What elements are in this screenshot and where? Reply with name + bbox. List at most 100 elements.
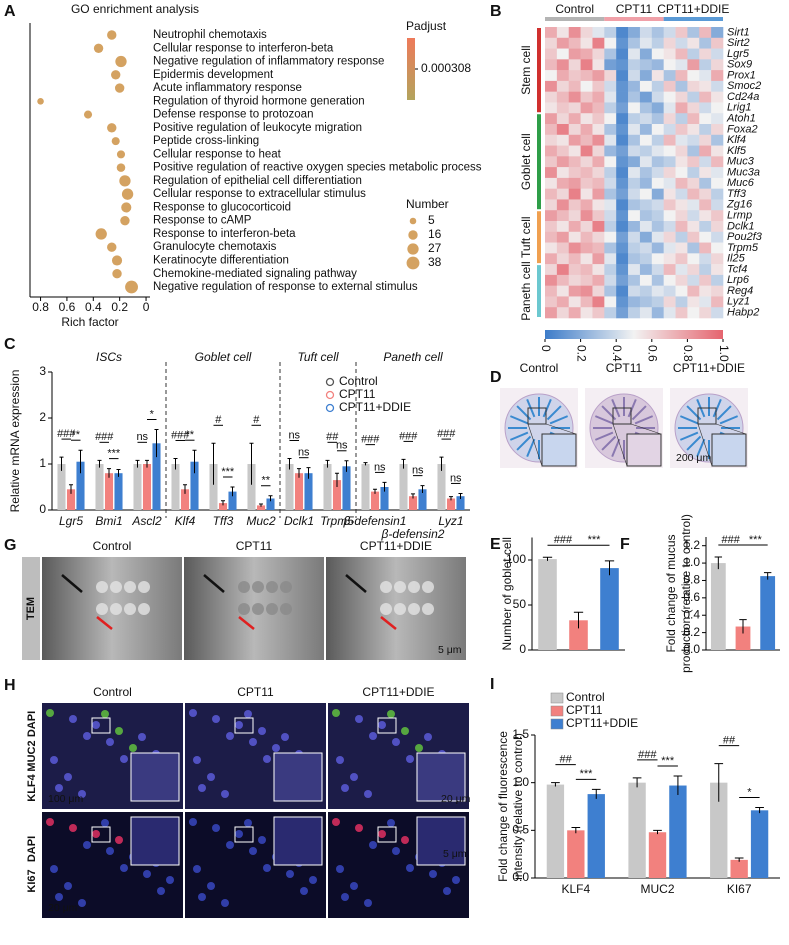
heatmap-cell [639, 27, 653, 39]
significance-label: ## [326, 431, 339, 443]
heatmap-cell [580, 199, 593, 211]
gene-label: Tcf4 [727, 263, 747, 275]
heatmap-cell [675, 188, 688, 200]
error-bar [182, 484, 188, 494]
term-label: Negative regulation of response to exter… [153, 281, 418, 293]
error-bar [249, 442, 254, 485]
heatmap-cell [628, 285, 641, 297]
inset [416, 752, 466, 802]
heatmap-cell [556, 199, 570, 211]
heatmap-cell [675, 253, 688, 265]
nucleus [387, 710, 395, 718]
gene-label: Atoh1 [726, 113, 756, 125]
error-bar [439, 456, 444, 471]
zoom-box [377, 717, 397, 734]
nucleus [64, 882, 72, 890]
bar [418, 489, 427, 510]
heatmap-cell [556, 285, 570, 297]
inset [711, 433, 747, 467]
heatmap-cell [545, 113, 558, 125]
row-group-bar [537, 28, 541, 113]
heatmap-cell [580, 285, 593, 297]
colorbar-tick-label: 0.000308 [421, 61, 471, 75]
significance-label: ** [185, 429, 194, 441]
legend-label: CPT11+DDIE [339, 400, 411, 414]
bar [304, 473, 313, 510]
nucleus [221, 899, 229, 907]
heatmap-cell [639, 134, 653, 146]
error-bar [763, 572, 772, 580]
heatmap-cell [592, 274, 605, 286]
x-tick-label: Dclk1 [284, 514, 314, 528]
x-tick-label: 0.4 [85, 300, 102, 314]
bar [399, 464, 408, 510]
heatmap-cell [568, 145, 581, 157]
heatmap-cell [545, 253, 558, 265]
heatmap-cell [592, 145, 605, 157]
heatmap-cell [616, 199, 629, 211]
bar [370, 491, 380, 510]
bar [446, 498, 456, 510]
nucleus [309, 876, 317, 884]
heatmap-cell [687, 70, 700, 82]
heatmap-cell [628, 242, 641, 254]
significance-label: ## [560, 754, 573, 766]
heatmap-cell [675, 80, 688, 92]
inset [541, 433, 577, 467]
nucleus [64, 773, 72, 781]
nucleus [392, 847, 400, 855]
gene-label: Trpm5 [727, 242, 759, 254]
panel-letter: C [4, 336, 16, 353]
heatmap-cell [545, 124, 558, 136]
colorbar-tick-label: 0 [539, 345, 553, 352]
error-bar [173, 457, 178, 470]
tab-label: TEM [25, 597, 37, 620]
zoom-box [234, 826, 254, 843]
heatmap-cell [699, 37, 712, 49]
term-label: Regulation of thyroid hormone generation [153, 95, 365, 107]
heatmap-cell [639, 307, 653, 319]
heatmap-cell [639, 124, 653, 136]
legend-marker [550, 718, 564, 730]
heatmap-cell [639, 167, 653, 179]
heatmap-cell [687, 177, 700, 189]
heatmap-cell [651, 59, 664, 71]
heatmap-cell [711, 188, 724, 200]
nucleus [401, 727, 409, 735]
scale-bar-label: 20 μm [48, 902, 78, 914]
heatmap-cell [639, 70, 653, 82]
gene-label: Cd24a [727, 91, 759, 103]
heatmap-cell [675, 264, 688, 276]
heatmap-cell [604, 264, 617, 276]
granule [408, 581, 420, 593]
heatmap-cell [711, 59, 724, 71]
crypt [679, 415, 699, 425]
heatmap-cell [556, 167, 570, 179]
heatmap-cell [616, 242, 629, 254]
bar [408, 496, 418, 510]
error-bar [59, 456, 64, 471]
heatmap-cell [663, 27, 676, 39]
heatmap-cell [675, 199, 688, 211]
heatmap-cell [545, 242, 558, 254]
heatmap-cell [663, 253, 676, 265]
arrow [345, 574, 367, 593]
column-label: CPT11+DDIE [360, 539, 432, 553]
heatmap-cell [556, 80, 570, 92]
heatmap-cell [556, 274, 570, 286]
bar [256, 505, 266, 510]
error-bar [755, 806, 764, 814]
term-label: Positive regulation of leukocyte migrati… [153, 122, 362, 134]
heatmap-cell [592, 242, 605, 254]
heatmap-cell [592, 134, 605, 146]
heatmap-cell [639, 296, 653, 308]
heatmap-cell [711, 296, 724, 308]
heatmap-cell [592, 156, 605, 168]
heatmap-cell [556, 48, 570, 60]
bar [95, 464, 104, 510]
heatmap-cell [556, 124, 570, 136]
heatmap-cell [651, 231, 664, 243]
crypt [631, 405, 647, 421]
heatmap-cell [628, 199, 641, 211]
granule [252, 603, 264, 615]
